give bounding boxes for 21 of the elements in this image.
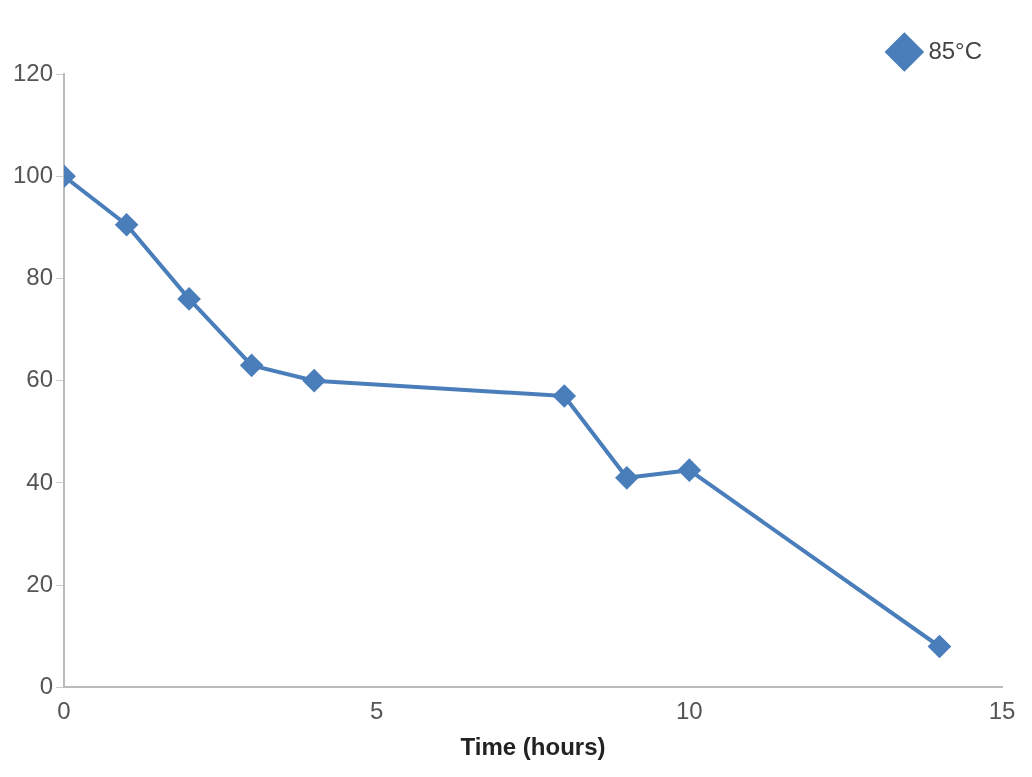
x-tick-label: 10	[676, 697, 703, 725]
point	[303, 369, 326, 392]
point	[178, 287, 201, 310]
point	[928, 635, 951, 658]
point	[553, 385, 576, 408]
x-tick-label: 0	[57, 697, 71, 725]
y-tick-label: 120	[13, 58, 54, 86]
x-tick-label: 5	[370, 697, 384, 725]
y-tick-label: 20	[26, 569, 54, 597]
point	[678, 459, 701, 482]
y-tick-label: 100	[13, 160, 54, 188]
point	[240, 354, 263, 377]
y-tick-label: 60	[26, 365, 54, 393]
point	[615, 466, 638, 489]
y-tick-label: 40	[26, 467, 54, 495]
legend-label: 85°C	[928, 36, 982, 64]
y-tick-label: 80	[26, 263, 54, 291]
point	[115, 213, 138, 236]
y-tick-label: 0	[39, 672, 54, 700]
x-axis-title: Time (hours)	[460, 733, 606, 761]
x-tick-label: 15	[988, 697, 1016, 725]
